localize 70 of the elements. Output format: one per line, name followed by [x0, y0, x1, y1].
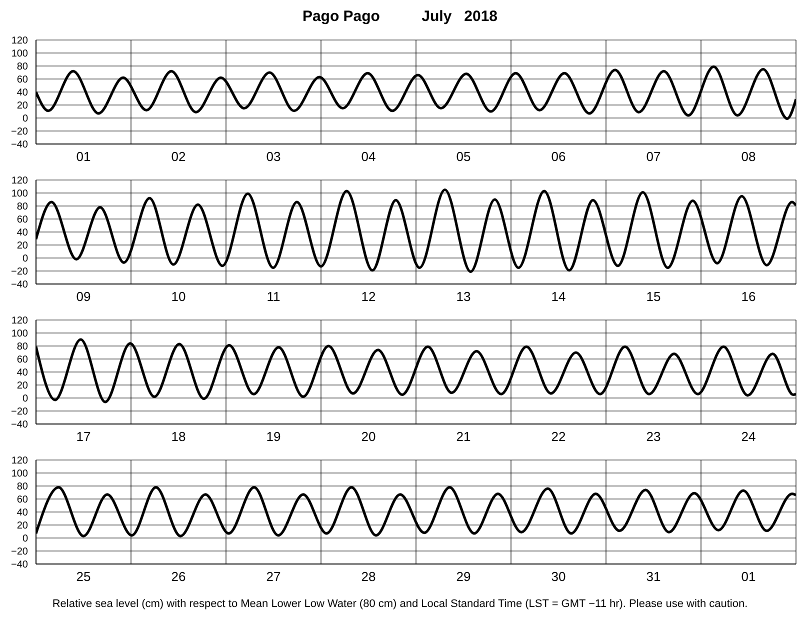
chart-title: Pago Pago July 2018: [301, 7, 499, 27]
y-tick-label: 20: [16, 380, 28, 392]
x-tick-label: 13: [456, 289, 471, 304]
text: Relative sea level (cm) with respect to Mean Lower Low Water (80 cm) and Local Standard Time (LST = GMT −11 hr). Please use with caution.: [51, 598, 749, 610]
y-tick-label: −20: [11, 546, 28, 558]
x-tick-label: 12: [361, 289, 376, 304]
y-tick-label: −40: [11, 280, 28, 291]
x-tick-label: 10: [171, 289, 186, 304]
y-tick-label: 40: [16, 88, 28, 99]
y-tick-label: 0: [22, 394, 28, 405]
x-tick-label: 25: [76, 569, 91, 584]
x-tick-label: 03: [266, 149, 281, 164]
y-tick-label: 120: [11, 456, 28, 467]
x-tick-label: 28: [361, 569, 376, 584]
x-tick-label: 20: [361, 429, 376, 444]
y-tick-label: 40: [16, 508, 28, 519]
y-tick-label: 20: [16, 100, 28, 112]
y-tick-label: 120: [11, 316, 28, 327]
x-tick-label: 29: [456, 569, 471, 584]
x-tick-label: 07: [646, 149, 661, 164]
y-tick-label: 80: [16, 482, 28, 493]
x-tick-label: 23: [646, 429, 661, 444]
y-tick-label: 120: [11, 36, 28, 47]
y-tick-label: 60: [16, 494, 28, 506]
y-tick-label: 80: [16, 62, 28, 73]
y-tick-label: 40: [16, 368, 28, 379]
x-tick-label: 05: [456, 149, 471, 164]
y-tick-label: 20: [16, 520, 28, 532]
y-tick-label: −20: [11, 126, 28, 138]
x-tick-label: 02: [171, 149, 186, 164]
y-tick-label: −20: [11, 406, 28, 418]
y-tick-label: −40: [11, 420, 28, 431]
x-tick-label: 16: [741, 289, 756, 304]
y-tick-label: −20: [11, 266, 28, 278]
x-tick-label: 08: [741, 149, 756, 164]
x-tick-label: 09: [76, 289, 91, 304]
y-tick-label: 100: [11, 328, 28, 340]
y-tick-label: 40: [16, 228, 28, 239]
y-tick-label: 100: [11, 48, 28, 60]
y-tick-label: 60: [16, 74, 28, 86]
x-tick-label: 30: [551, 569, 566, 584]
y-tick-label: 100: [11, 188, 28, 200]
y-tick-label: 80: [16, 202, 28, 213]
x-tick-label: 17: [76, 429, 91, 444]
x-tick-label: 11: [266, 289, 280, 304]
x-tick-label: 18: [171, 429, 186, 444]
y-tick-label: 60: [16, 354, 28, 366]
y-tick-label: 120: [11, 176, 28, 187]
y-tick-label: 0: [22, 254, 28, 265]
x-tick-label: 14: [551, 289, 566, 304]
y-tick-label: −40: [11, 560, 28, 571]
x-tick-label: 19: [266, 429, 281, 444]
y-tick-label: 20: [16, 240, 28, 252]
x-tick-label: 04: [361, 149, 376, 164]
y-tick-label: 100: [11, 468, 28, 480]
y-tick-label: 0: [22, 534, 28, 545]
x-tick-label: 22: [551, 429, 566, 444]
x-tick-label: 27: [266, 569, 281, 584]
y-tick-label: 80: [16, 342, 28, 353]
y-tick-label: 60: [16, 214, 28, 226]
x-tick-label: 01: [741, 569, 756, 584]
x-tick-label: 31: [646, 569, 661, 584]
x-tick-label: 21: [456, 429, 471, 444]
x-tick-label: 26: [171, 569, 186, 584]
y-tick-label: 0: [22, 114, 28, 125]
x-tick-label: 06: [551, 149, 566, 164]
x-tick-label: 24: [741, 429, 756, 444]
x-tick-label: 01: [76, 149, 91, 164]
y-tick-label: −40: [11, 140, 28, 151]
x-tick-label: 15: [646, 289, 661, 304]
